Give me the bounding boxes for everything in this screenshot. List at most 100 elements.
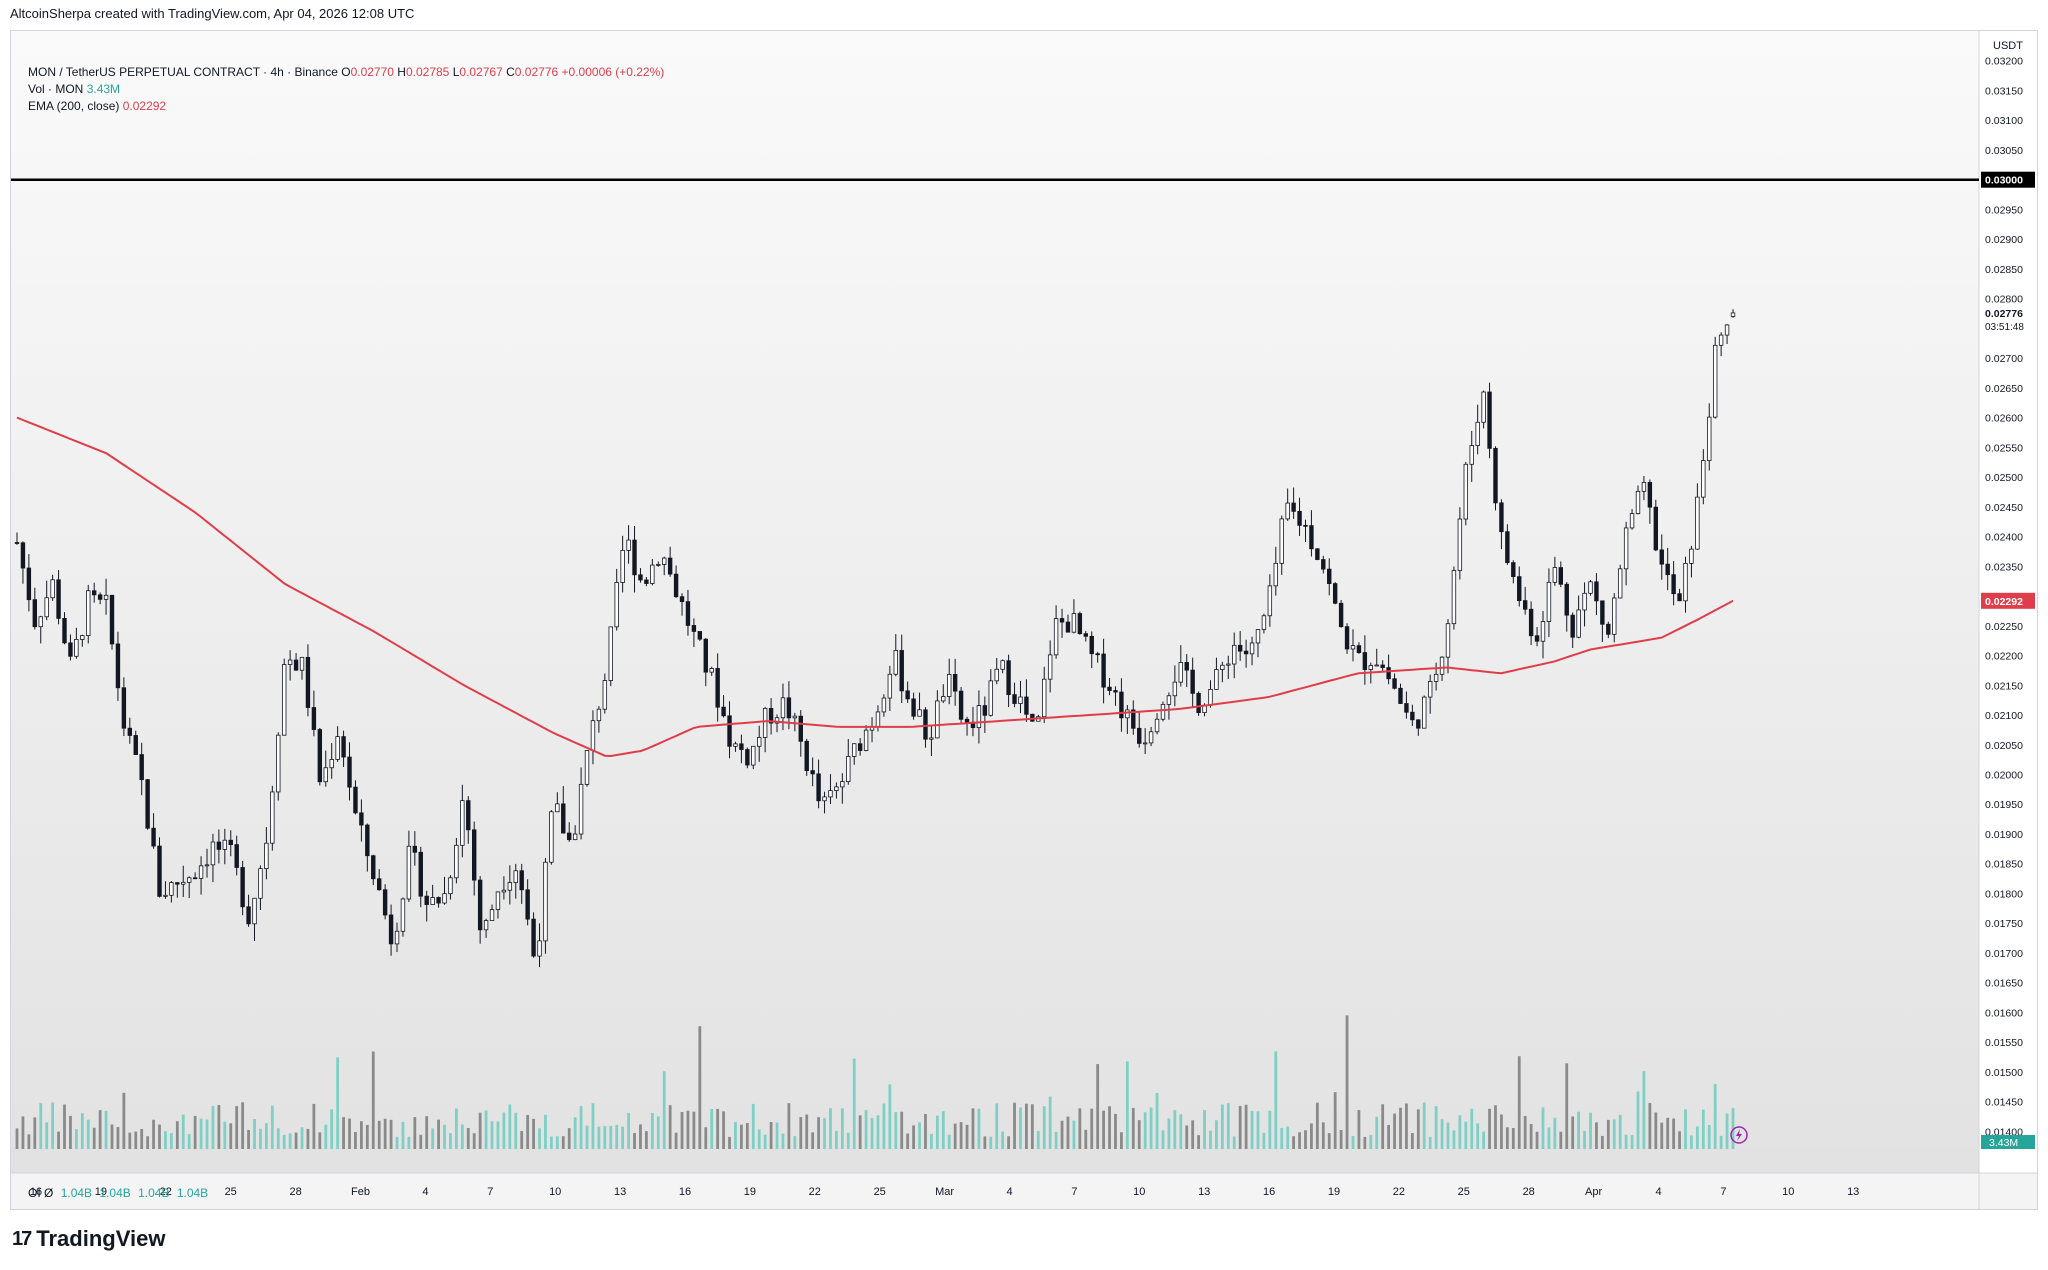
volume-bar — [1393, 1113, 1396, 1149]
candle-body — [442, 893, 447, 904]
candle-body — [1220, 664, 1225, 670]
volume-bar — [330, 1109, 334, 1149]
volume-bar — [644, 1131, 648, 1149]
volume-bar — [698, 1026, 702, 1149]
candle-body — [792, 715, 798, 719]
candle-body — [994, 668, 999, 682]
candle-body — [1178, 662, 1183, 683]
candle-body — [1623, 527, 1629, 570]
symbol-label[interactable]: MON / TetherUS PERPETUAL CONTRACT · 4h ·… — [28, 65, 338, 79]
price-axis[interactable]: USDT 0.03200 0.03150 0.03100 0.03050 0.03000 0… — [1985, 40, 2023, 1138]
volume-bar — [478, 1112, 482, 1149]
volume-bar — [383, 1118, 387, 1149]
volume-bar — [354, 1132, 357, 1149]
volume-bar — [359, 1121, 363, 1149]
candle-body — [1077, 613, 1083, 635]
tradingview-logo[interactable]: 17 TradingView — [12, 1226, 165, 1252]
volume-bar — [544, 1114, 547, 1149]
volume-bar — [419, 1134, 423, 1149]
chart-canvas[interactable]: USDT0.032000.031500.031000.030500.030000… — [11, 31, 2037, 1209]
volume-bar — [69, 1115, 72, 1149]
candle-body — [905, 690, 910, 700]
candle-body — [1701, 460, 1706, 498]
volume-bar — [116, 1127, 120, 1149]
ema-200-line — [16, 416, 1734, 758]
volume-bar — [912, 1125, 915, 1149]
price-tick-label: 0.01650 — [1985, 978, 2023, 990]
candle-body — [1279, 518, 1284, 564]
volume-label: Vol · MON — [28, 82, 84, 96]
candle-body — [1505, 531, 1510, 564]
volume-bar — [1179, 1114, 1183, 1149]
volume-bar — [146, 1136, 150, 1149]
volume-bar — [1630, 1134, 1634, 1149]
candle-body — [899, 650, 904, 692]
candle-body — [448, 877, 453, 895]
volume-bar — [259, 1128, 262, 1149]
volume-bar — [1084, 1129, 1088, 1149]
open-value: 0.02770 — [350, 65, 394, 79]
volume-bar — [918, 1122, 921, 1149]
candle-body — [1558, 567, 1564, 585]
volume-bar — [1695, 1126, 1699, 1149]
candle-body — [400, 898, 406, 932]
candle-body — [1344, 626, 1350, 650]
volume-bar — [164, 1131, 167, 1149]
candle-body — [424, 895, 429, 905]
candle-body — [531, 918, 536, 957]
candle-body — [703, 638, 708, 673]
volume-bar — [1304, 1130, 1307, 1149]
candle-body — [91, 590, 97, 596]
lightning-icon[interactable] — [1730, 1126, 1748, 1144]
candle-body — [1332, 583, 1338, 604]
volume-bar — [199, 1118, 203, 1149]
candle-body — [1321, 559, 1326, 570]
candle-body — [1071, 613, 1077, 633]
volume-bar — [520, 1131, 524, 1149]
volume-bar — [342, 1117, 345, 1149]
volume-bar — [63, 1104, 66, 1149]
chart-frame[interactable]: USDT0.032000.031500.031000.030500.030000… — [10, 30, 2038, 1210]
candle-body — [418, 851, 423, 897]
legend-ema-line[interactable]: EMA (200, close) 0.02292 — [28, 99, 166, 113]
volume-bar — [51, 1102, 55, 1149]
volume-bar — [573, 1117, 577, 1149]
candle-body — [834, 786, 839, 792]
candle-body — [1671, 574, 1676, 595]
candle-body — [638, 574, 643, 581]
legend-volume-line[interactable]: Vol · MON 3.43M — [28, 82, 120, 96]
volume-bar — [235, 1106, 239, 1149]
candle-body — [20, 542, 26, 569]
candle-body — [685, 601, 691, 626]
candle-body — [679, 596, 685, 603]
price-tick-label: 0.01450 — [1985, 1097, 2023, 1109]
candle-body — [483, 920, 489, 931]
candle-body — [145, 779, 150, 829]
volume-bar — [1725, 1113, 1729, 1149]
candle-body — [929, 737, 934, 740]
candle-body — [74, 639, 79, 657]
oi-legend[interactable]: OI Ø 1.04B 1.04B 1.04B 1.04B — [28, 1186, 208, 1200]
volume-bar — [686, 1110, 690, 1149]
candle-body — [644, 579, 649, 584]
volume-bar — [152, 1119, 155, 1149]
volume-bar — [460, 1124, 464, 1149]
candle-body — [1570, 614, 1575, 638]
ema-price-tag: 0.02292 — [1985, 596, 2023, 608]
candle-body — [1148, 731, 1154, 744]
volume-bar — [1238, 1105, 1242, 1149]
volume-bar — [472, 1133, 476, 1149]
price-tick-label: 0.01950 — [1985, 799, 2023, 811]
candle-body — [620, 549, 625, 583]
candle-body — [127, 727, 133, 736]
volume-bar — [1482, 1131, 1486, 1149]
volume-bar — [722, 1111, 725, 1149]
volume-bar — [1666, 1117, 1670, 1149]
time-axis[interactable]: 16 19 22 25 28 Feb 4 7 10 13 16 19 22 25 Mar 4 7 10 13 16 19… — [30, 1186, 1859, 1198]
volume-bar — [526, 1114, 530, 1149]
candle-body — [650, 564, 655, 584]
time-tick-label: Feb — [351, 1186, 370, 1198]
volume-bar — [650, 1112, 654, 1149]
candle-body — [1422, 696, 1427, 729]
candle-body — [525, 889, 530, 920]
